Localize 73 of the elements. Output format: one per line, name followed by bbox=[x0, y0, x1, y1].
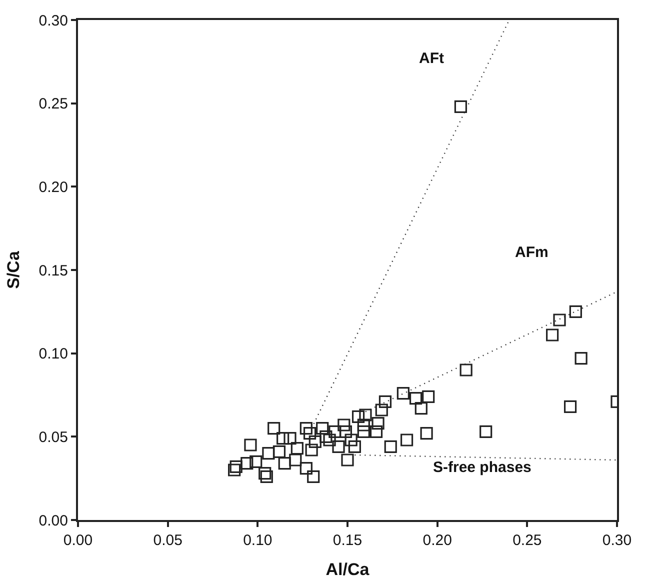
point bbox=[372, 417, 384, 430]
point bbox=[276, 432, 290, 445]
point bbox=[339, 425, 352, 438]
y-tick-label: 0.10 bbox=[38, 346, 68, 363]
y-tick-label: 0.15 bbox=[38, 262, 68, 280]
point bbox=[574, 352, 588, 365]
point bbox=[375, 404, 388, 416]
point bbox=[553, 314, 566, 326]
point bbox=[348, 440, 361, 453]
x-axis-title: Al/Ca bbox=[326, 560, 370, 579]
point bbox=[228, 464, 241, 476]
y-tick-label: 0.20 bbox=[38, 178, 68, 196]
point bbox=[323, 434, 336, 446]
annotation: AFt bbox=[419, 50, 444, 67]
point bbox=[378, 395, 392, 408]
point bbox=[384, 440, 397, 453]
point bbox=[300, 422, 312, 435]
point bbox=[400, 434, 414, 446]
y-axis-title: S/Ca bbox=[4, 250, 23, 289]
point bbox=[422, 390, 435, 403]
x-tick-label: 0.30 bbox=[602, 532, 632, 549]
y-tick-label: 0.05 bbox=[38, 428, 68, 446]
point bbox=[268, 422, 280, 435]
point bbox=[546, 328, 559, 342]
x-tick-label: 0.15 bbox=[332, 532, 362, 549]
point bbox=[370, 425, 383, 438]
point bbox=[300, 462, 312, 475]
point bbox=[284, 432, 296, 445]
point bbox=[480, 425, 492, 438]
point bbox=[454, 100, 467, 113]
y-tick-label: 0.00 bbox=[38, 512, 68, 530]
point bbox=[328, 425, 342, 438]
x-tick-label: 0.05 bbox=[153, 532, 182, 549]
point bbox=[409, 392, 422, 405]
point bbox=[352, 410, 365, 423]
point bbox=[341, 454, 354, 466]
x-tick-label: 0.25 bbox=[512, 532, 542, 549]
y-tick-label: 0.30 bbox=[38, 12, 68, 30]
point bbox=[316, 422, 329, 435]
annotation: AFm bbox=[515, 244, 548, 261]
x-tick-label: 0.20 bbox=[422, 532, 452, 549]
point bbox=[230, 460, 242, 473]
point bbox=[332, 440, 345, 453]
point bbox=[305, 444, 318, 456]
point bbox=[308, 435, 322, 448]
point bbox=[240, 457, 254, 470]
point bbox=[320, 430, 332, 443]
point bbox=[250, 455, 262, 468]
point bbox=[307, 470, 320, 483]
annotation: S-free phases bbox=[433, 459, 532, 476]
point bbox=[244, 438, 257, 452]
point bbox=[272, 445, 286, 458]
point bbox=[396, 387, 410, 400]
point bbox=[260, 470, 273, 483]
point bbox=[303, 427, 316, 440]
point bbox=[359, 408, 372, 422]
point bbox=[569, 305, 582, 318]
point bbox=[290, 442, 304, 455]
y-tick-label: 0.25 bbox=[38, 96, 68, 113]
x-tick-label: 0.00 bbox=[63, 532, 93, 549]
point bbox=[460, 364, 472, 376]
point bbox=[289, 454, 302, 466]
point bbox=[338, 418, 350, 432]
point bbox=[258, 467, 272, 480]
point bbox=[344, 434, 358, 446]
point bbox=[278, 457, 291, 470]
point bbox=[357, 425, 370, 438]
point bbox=[420, 427, 433, 440]
point bbox=[414, 402, 428, 415]
x-tick-label: 0.10 bbox=[243, 532, 272, 549]
point bbox=[262, 447, 275, 460]
point bbox=[564, 400, 577, 413]
point bbox=[357, 418, 370, 432]
